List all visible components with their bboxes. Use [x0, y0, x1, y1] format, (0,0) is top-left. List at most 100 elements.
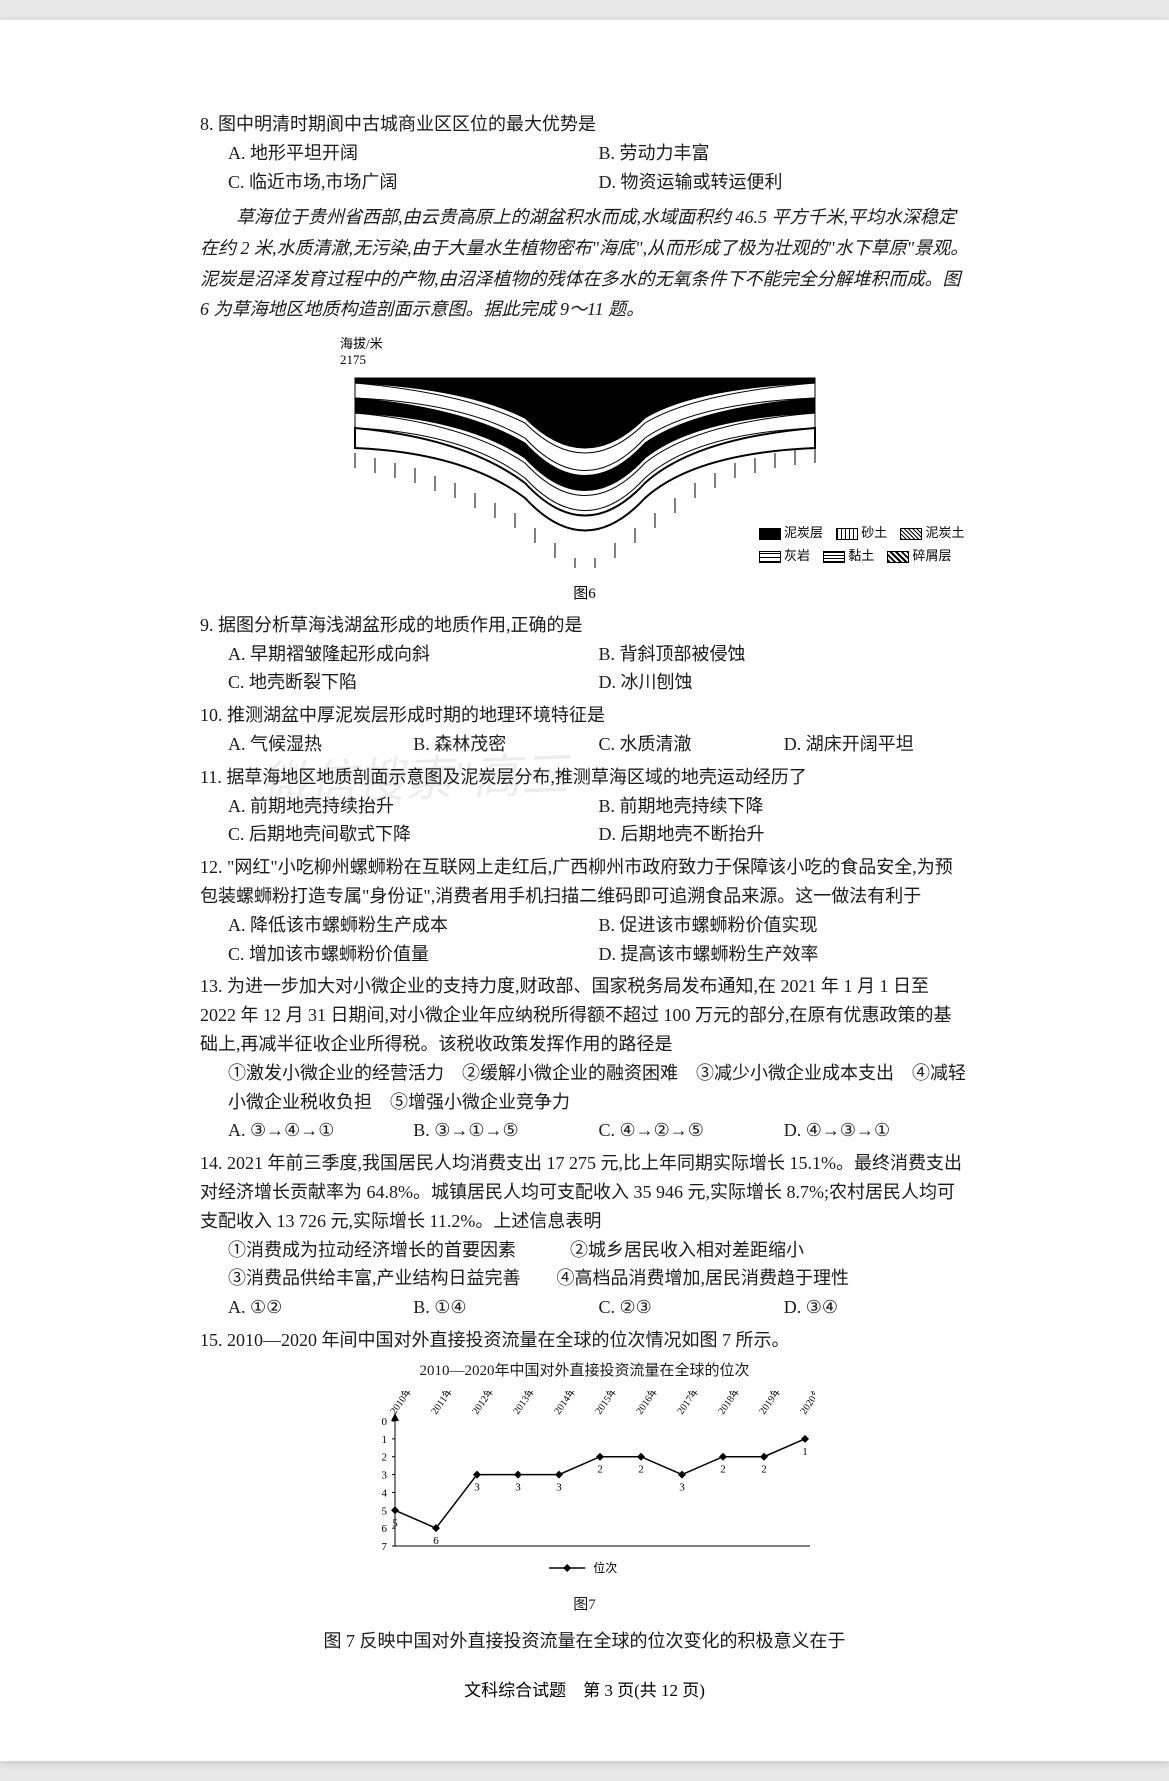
- svg-text:2: 2: [720, 1463, 726, 1475]
- legend-debris: 碎屑层: [887, 544, 951, 567]
- legend-peatsoil: 泥炭土: [900, 521, 964, 544]
- svg-text:2018年: 2018年: [714, 1391, 742, 1417]
- q11-opt-b: B. 前期地壳持续下降: [599, 792, 970, 821]
- q14-opt-d: D. ③④: [784, 1293, 969, 1322]
- svg-text:2013年: 2013年: [509, 1391, 537, 1417]
- legend-limestone: 灰岩: [759, 544, 810, 567]
- fig6-axis-title: 海拔/米: [340, 336, 383, 351]
- svg-text:2: 2: [761, 1463, 767, 1475]
- legend-sand: 砂土: [836, 521, 887, 544]
- svg-text:6: 6: [381, 1523, 387, 1535]
- question-11: 11. 据草海地区地质剖面示意图及泥炭层分布,推测草海区域的地壳运动经历了 A.…: [200, 763, 969, 849]
- q15-stem: 15. 2010—2020 年间中国对外直接投资流量在全球的位次情况如图 7 所…: [200, 1326, 969, 1355]
- figure-6: 海拔/米 2175: [200, 333, 969, 603]
- q14-opt-b: B. ①④: [413, 1293, 598, 1322]
- legend-sand-label: 砂土: [861, 525, 887, 540]
- q8-opt-b: B. 劳动力丰富: [599, 139, 970, 168]
- q13-items: ①激发小微企业的经营活力 ②缓解小微企业的融资困难 ③减少小微企业成本支出 ④减…: [200, 1059, 969, 1117]
- svg-text:2014年: 2014年: [550, 1391, 578, 1417]
- svg-text:0: 0: [381, 1416, 387, 1428]
- svg-text:2: 2: [638, 1463, 644, 1475]
- legend-clay: 黏土: [823, 544, 874, 567]
- rank-chart-svg: 012345672010年2011年2012年2013年2014年2015年20…: [355, 1391, 815, 1581]
- fig6-label: 图6: [200, 582, 969, 603]
- question-14: 14. 2021 年前三季度,我国居民人均消费支出 17 275 元,比上年同期…: [200, 1149, 969, 1322]
- question-15: 15. 2010—2020 年间中国对外直接投资流量在全球的位次情况如图 7 所…: [200, 1326, 969, 1656]
- svg-text:3: 3: [381, 1469, 387, 1481]
- q12-stem: 12. "网红"小吃柳州螺蛳粉在互联网上走红后,广西柳州市政府致力于保障该小吃的…: [200, 853, 969, 911]
- question-8: 8. 图中明清时期阆中古城商业区区位的最大优势是 A. 地形平坦开阔 B. 劳动…: [200, 110, 969, 196]
- svg-text:2012年: 2012年: [468, 1391, 496, 1417]
- svg-text:2: 2: [381, 1451, 387, 1463]
- q11-opt-d: D. 后期地壳不断抬升: [599, 820, 970, 849]
- q9-opt-b: B. 背斜顶部被侵蚀: [599, 640, 970, 669]
- fig6-cross-section: 泥炭层 砂土 泥炭土 灰岩 黏土 碎屑层: [345, 368, 825, 578]
- question-9: 9. 据图分析草海浅湖盆形成的地质作用,正确的是 A. 早期褶皱隆起形成向斜 B…: [200, 611, 969, 697]
- q10-options: A. 气候湿热 B. 森林茂密 C. 水质清澈 D. 湖床开阔平坦: [200, 730, 969, 759]
- q11-stem: 11. 据草海地区地质剖面示意图及泥炭层分布,推测草海区域的地壳运动经历了: [200, 763, 969, 792]
- q9-options: A. 早期褶皱隆起形成向斜 B. 背斜顶部被侵蚀 C. 地壳断裂下陷 D. 冰川…: [200, 640, 969, 698]
- q14-stem: 14. 2021 年前三季度,我国居民人均消费支出 17 275 元,比上年同期…: [200, 1149, 969, 1235]
- figure-7: 012345672010年2011年2012年2013年2014年2015年20…: [200, 1391, 969, 1618]
- svg-text:3: 3: [515, 1481, 521, 1493]
- fig6-axis-label: 海拔/米 2175: [340, 333, 969, 368]
- exam-page: 微信搜索"高三 8. 图中明清时期阆中古城商业区区位的最大优势是 A. 地形平坦…: [0, 20, 1169, 1761]
- svg-text:4: 4: [381, 1487, 387, 1499]
- question-13: 13. 为进一步加大对小微企业的支持力度,财政部、国家税务局发布通知,在 202…: [200, 972, 969, 1145]
- svg-text:2011年: 2011年: [427, 1391, 455, 1417]
- svg-text:7: 7: [381, 1541, 387, 1553]
- q10-stem: 10. 推测湖盆中厚泥炭层形成时期的地理环境特征是: [200, 701, 969, 730]
- q14-items: ①消费成为拉动经济增长的首要因素 ②城乡居民收入相对差距缩小 ③消费品供给丰富,…: [200, 1236, 969, 1294]
- svg-text:5: 5: [392, 1517, 398, 1529]
- svg-text:3: 3: [474, 1481, 480, 1493]
- svg-text:2020年: 2020年: [796, 1391, 814, 1417]
- q13-opt-c: C. ④→②→⑤: [599, 1116, 784, 1145]
- legend-row-1: 泥炭层 砂土 泥炭土: [759, 521, 975, 544]
- q14-options: A. ①② B. ①④ C. ②③ D. ③④: [200, 1293, 969, 1322]
- q8-opt-a: A. 地形平坦开阔: [228, 139, 599, 168]
- legend-peat: 泥炭层: [759, 521, 823, 544]
- legend-peat-label: 泥炭层: [784, 525, 823, 540]
- fig6-axis-value: 2175: [340, 352, 366, 367]
- svg-text:3: 3: [556, 1481, 562, 1493]
- svg-text:位次: 位次: [593, 1560, 617, 1575]
- q12-options: A. 降低该市螺蛳粉生产成本 B. 促进该市螺蛳粉价值实现 C. 增加该市螺蛳粉…: [200, 911, 969, 969]
- svg-text:1: 1: [802, 1446, 808, 1458]
- q9-opt-c: C. 地壳断裂下陷: [228, 668, 599, 697]
- svg-text:2010年: 2010年: [386, 1391, 414, 1417]
- legend-row-2: 灰岩 黏土 碎屑层: [759, 544, 975, 567]
- legend-limestone-label: 灰岩: [784, 548, 810, 563]
- q14-opt-a: A. ①②: [228, 1293, 413, 1322]
- svg-text:3: 3: [679, 1481, 685, 1493]
- q10-opt-d: D. 湖床开阔平坦: [784, 730, 969, 759]
- svg-text:6: 6: [433, 1535, 439, 1547]
- q15-caption: 图 7 反映中国对外直接投资流量在全球的位次变化的积极意义在于: [200, 1627, 969, 1656]
- q13-stem: 13. 为进一步加大对小微企业的支持力度,财政部、国家税务局发布通知,在 202…: [200, 972, 969, 1058]
- svg-text:2017年: 2017年: [673, 1391, 701, 1417]
- q12-opt-c: C. 增加该市螺蛳粉价值量: [228, 940, 599, 969]
- q14-opt-c: C. ②③: [599, 1293, 784, 1322]
- fig7-title: 2010—2020年中国对外直接投资流量在全球的位次: [200, 1359, 969, 1383]
- q11-opt-c: C. 后期地壳间歇式下降: [228, 820, 599, 849]
- q10-opt-a: A. 气候湿热: [228, 730, 413, 759]
- page-footer: 文科综合试题 第 3 页(共 12 页): [200, 1676, 969, 1701]
- svg-text:2019年: 2019年: [755, 1391, 783, 1417]
- q11-options: A. 前期地壳持续抬升 B. 前期地壳持续下降 C. 后期地壳间歇式下降 D. …: [200, 792, 969, 850]
- q8-opt-c: C. 临近市场,市场广阔: [228, 168, 599, 197]
- svg-text:5: 5: [381, 1505, 387, 1517]
- legend-peatsoil-label: 泥炭土: [925, 525, 964, 540]
- bedrock-hatch: [355, 448, 815, 568]
- svg-text:2016年: 2016年: [632, 1391, 660, 1417]
- q9-opt-a: A. 早期褶皱隆起形成向斜: [228, 640, 599, 669]
- q13-options: A. ③→④→① B. ③→①→⑤ C. ④→②→⑤ D. ④→③→①: [200, 1116, 969, 1145]
- q8-options: A. 地形平坦开阔 B. 劳动力丰富 C. 临近市场,市场广阔 D. 物资运输或…: [200, 139, 969, 197]
- question-12: 12. "网红"小吃柳州螺蛳粉在互联网上走红后,广西柳州市政府致力于保障该小吃的…: [200, 853, 969, 968]
- passage-caohai: 草海位于贵州省西部,由云贵高原上的湖盆积水而成,水域面积约 46.5 平方千米,…: [200, 202, 969, 324]
- fig7-label: 图7: [200, 1593, 969, 1617]
- cross-section-svg: [345, 368, 825, 568]
- svg-text:2015年: 2015年: [591, 1391, 619, 1417]
- q8-opt-d: D. 物资运输或转运便利: [599, 168, 970, 197]
- svg-text:1: 1: [381, 1434, 387, 1446]
- q12-opt-a: A. 降低该市螺蛳粉生产成本: [228, 911, 599, 940]
- q9-opt-d: D. 冰川刨蚀: [599, 668, 970, 697]
